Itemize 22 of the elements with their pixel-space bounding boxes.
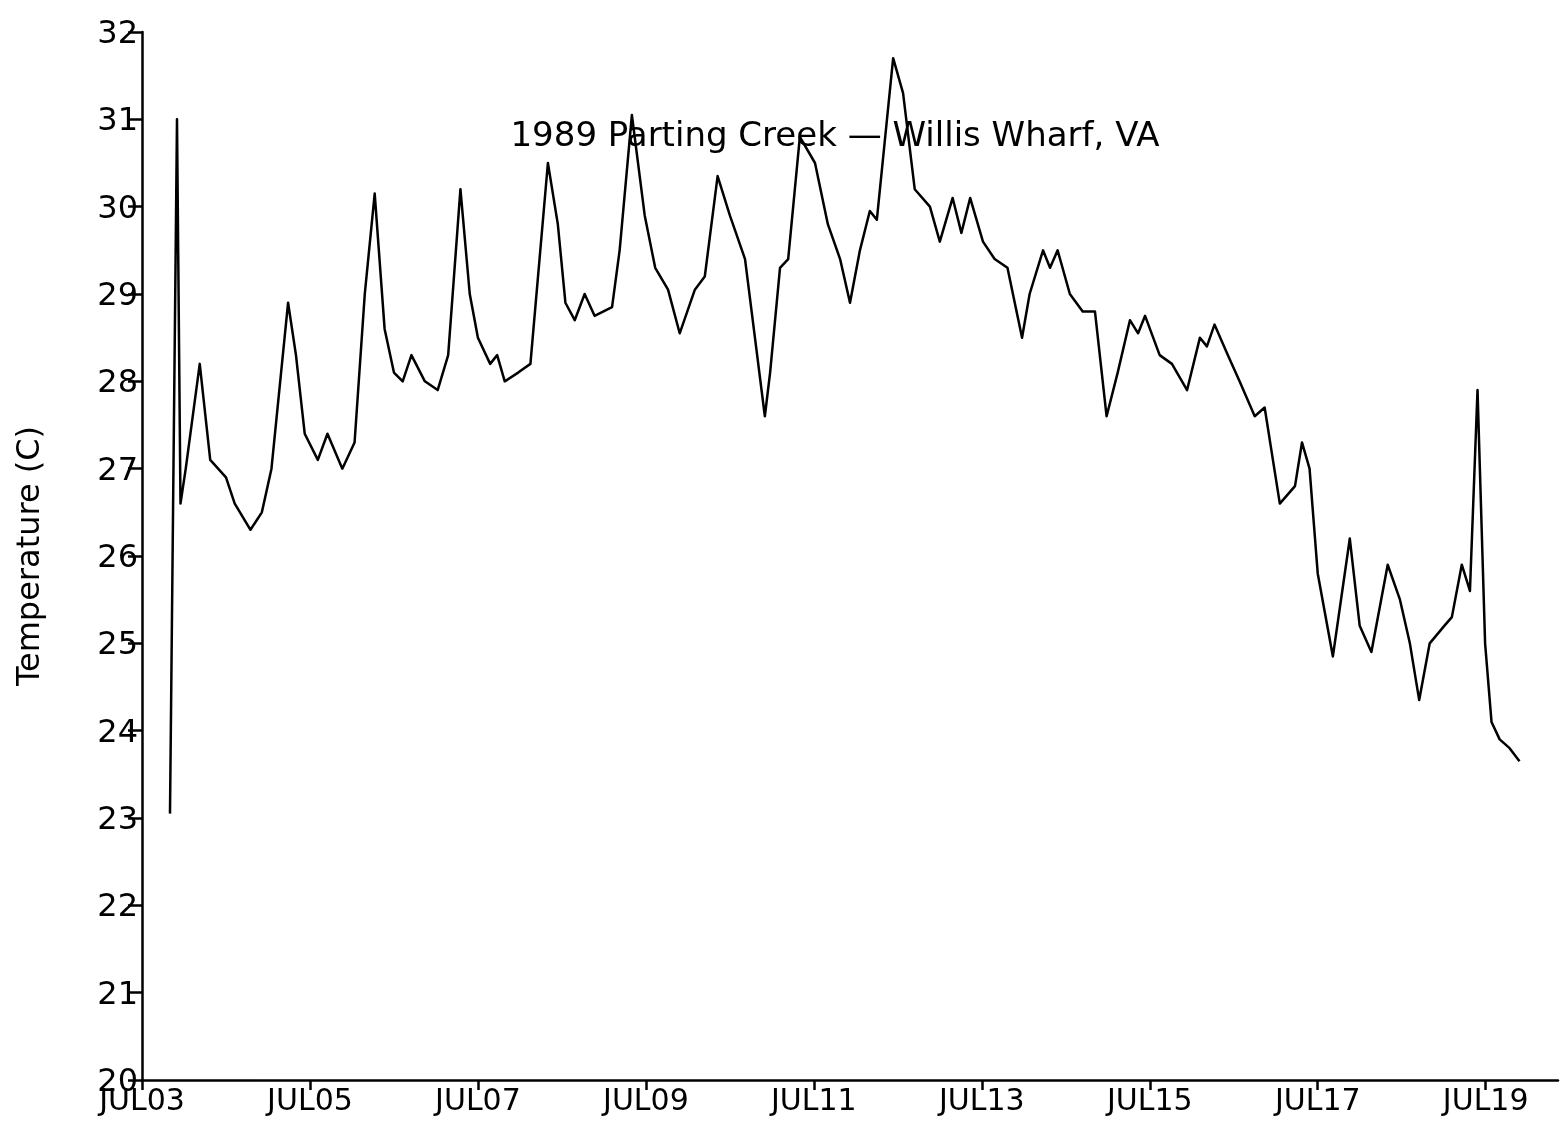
x-tick-label: JUL09 xyxy=(601,1081,689,1117)
y-tick-label: 26 xyxy=(97,537,138,575)
x-tick-label: JUL15 xyxy=(1104,1081,1193,1117)
x-tick-label: JUL11 xyxy=(768,1081,857,1117)
y-tick-label: 23 xyxy=(97,799,138,837)
y-tick-label: 29 xyxy=(97,275,138,313)
x-tick-label: JUL13 xyxy=(936,1081,1025,1117)
x-tick-label: JUL19 xyxy=(1440,1081,1529,1117)
y-tick-label: 25 xyxy=(97,624,138,663)
y-tick-label: 22 xyxy=(97,886,138,925)
y-tick-label: 24 xyxy=(97,711,138,750)
x-tick-label: JUL17 xyxy=(1272,1081,1361,1117)
line-series xyxy=(168,56,1521,815)
y-tick-label: 27 xyxy=(97,449,138,488)
x-tick-label: JUL05 xyxy=(265,1081,353,1117)
y-tick-label: 28 xyxy=(97,362,138,401)
y-tick-label: 31 xyxy=(97,100,138,139)
y-tick-label: 21 xyxy=(97,973,138,1012)
y-tick-label: 30 xyxy=(97,187,138,226)
y-tick-label: 32 xyxy=(97,13,138,51)
x-tick-label: JUL07 xyxy=(433,1081,521,1117)
y-axis-title: Temperature (C) xyxy=(9,425,47,688)
